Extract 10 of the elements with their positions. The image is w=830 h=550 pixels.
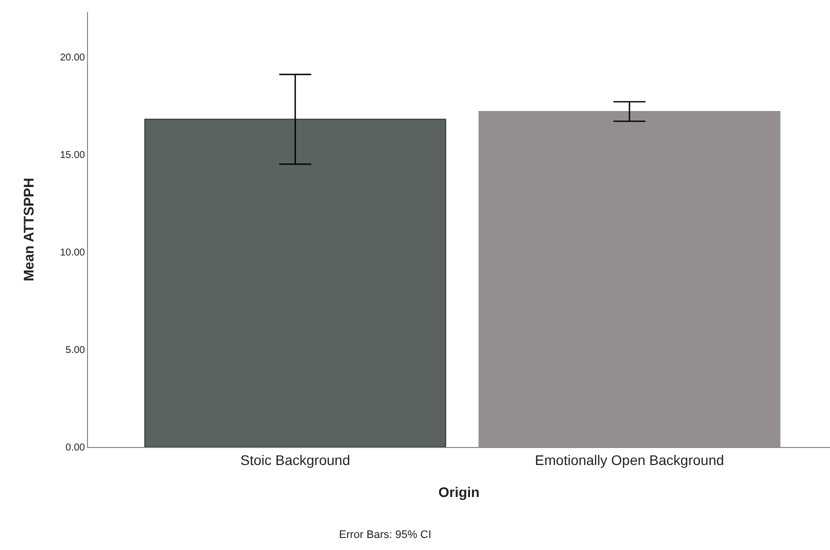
x-axis-title: Origin xyxy=(438,484,480,500)
text: Error Bars: 95% CI xyxy=(339,529,432,541)
y-axis-title: Mean ATTSPPH xyxy=(20,178,37,282)
x-tick-label: Emotionally Open Background xyxy=(534,452,724,468)
y-tick-label: 15.00 xyxy=(60,150,86,161)
y-tick-label: 10.00 xyxy=(60,247,86,258)
y-tick-label: 5.00 xyxy=(66,344,86,356)
x-tick-label: Stoic Background xyxy=(240,452,350,468)
y-tick-label: 0.00 xyxy=(66,442,86,454)
y-tick-label: 20.00 xyxy=(60,52,86,64)
